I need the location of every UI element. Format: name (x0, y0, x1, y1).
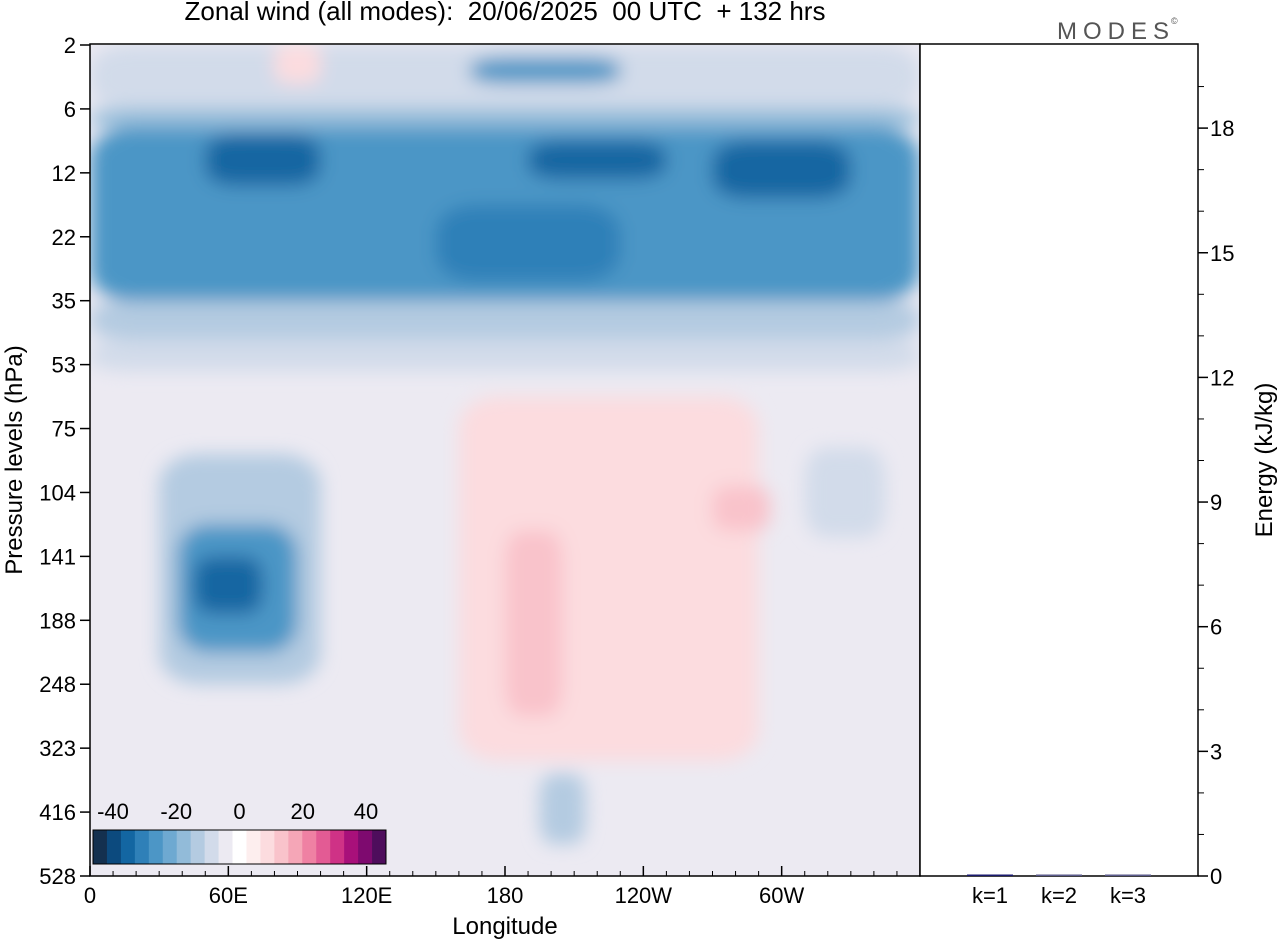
colorbar-swatch (274, 830, 289, 864)
heatmap-region (458, 396, 759, 761)
x-tick-label: 60W (759, 883, 804, 908)
heatmap-region (193, 556, 263, 614)
colorbar-swatch (358, 830, 373, 864)
y-tick-label: 53 (52, 353, 76, 378)
energy-panel (919, 43, 1199, 877)
y-axis: 2 6 12 22 35 53 75 104 141 188 248 323 416 528 Pressur… (1, 33, 90, 889)
energy-axis-label: Energy (kJ/kg) (1251, 383, 1278, 538)
heatmap-region (90, 339, 920, 372)
colorbar-tick-label: 40 (354, 799, 378, 824)
energy-bar (1036, 874, 1082, 876)
colorbar-swatch (176, 830, 192, 864)
y-tick-label: 188 (39, 608, 76, 633)
x-tick-label: 120W (615, 883, 673, 908)
energy-frame (919, 43, 1199, 877)
y-tick-label: 75 (52, 417, 76, 442)
energy-bar (1105, 874, 1151, 876)
colorbar-swatch (218, 830, 233, 864)
colorbar-swatch (106, 830, 122, 864)
energy-tick-label: 15 (1210, 241, 1234, 266)
energy-tick-label: 6 (1210, 615, 1222, 640)
colorbar-frame (92, 829, 387, 865)
y-tick-label: 248 (39, 672, 76, 697)
heatmap-region (712, 140, 851, 199)
y-tick-label: 35 (52, 289, 76, 314)
colorbar-tick-label: 0 (233, 799, 245, 824)
heatmap-region (90, 300, 920, 340)
x-tick-label: 120E (341, 883, 392, 908)
colorbar-swatch (120, 830, 136, 864)
x-axis: 0 60E 120E 180 120W 60W Longitude (84, 866, 898, 940)
colorbar-swatch (302, 830, 317, 864)
energy-y-axis: 0 3 6 9 12 15 18 Energy (kJ/kg) (1198, 86, 1278, 889)
colorbar-swatch (232, 830, 247, 864)
heatmap-region (435, 204, 621, 282)
x-axis-label: Longitude (452, 913, 557, 940)
energy-category-label: k=1 (972, 883, 1008, 908)
y-tick-label: 141 (39, 544, 76, 569)
energy-tick-label: 0 (1210, 864, 1222, 889)
heatmap-region (90, 108, 920, 129)
y-tick-label: 22 (52, 225, 76, 250)
heatmap-region (804, 447, 886, 538)
colorbar-swatch (162, 830, 178, 864)
heatmap-region (712, 486, 771, 531)
energy-bars: k=1 k=2 k=3 (967, 874, 1151, 908)
colorbar-swatch (93, 830, 108, 864)
heatmap-region (205, 134, 321, 186)
y-tick-label: 2 (64, 33, 76, 58)
y-tick-label: 323 (39, 736, 76, 761)
colorbar-swatch (246, 830, 261, 864)
colorbar-swatch (288, 830, 303, 864)
heatmap-region (274, 45, 321, 84)
colorbar: -40 -20 0 20 40 (92, 799, 387, 865)
energy-category-label: k=2 (1041, 883, 1077, 908)
colorbar-swatch (330, 830, 345, 864)
colorbar-swatch (316, 830, 331, 864)
colorbar-swatch (148, 830, 164, 864)
colorbar-swatch (344, 830, 359, 864)
heatmap-region (539, 773, 586, 845)
heatmap-region (470, 57, 621, 84)
modes-logo: MODES© (1057, 16, 1178, 45)
colorbar-swatch (190, 830, 206, 864)
colorbar-swatch (204, 830, 219, 864)
colorbar-swatch (372, 830, 387, 864)
energy-bar (967, 874, 1013, 876)
chart-title: Zonal wind (all modes): 20/06/2025 00 UT… (184, 0, 826, 26)
energy-tick-label: 3 (1210, 739, 1222, 764)
y-tick-label: 12 (52, 161, 76, 186)
y-tick-label: 104 (39, 480, 76, 505)
colorbar-tick-label: 20 (291, 799, 315, 824)
x-tick-label: 180 (487, 883, 524, 908)
heatmap-plot (90, 45, 920, 876)
colorbar-swatch (260, 830, 275, 864)
y-axis-label: Pressure levels (hPa) (1, 345, 28, 574)
x-tick-label: 60E (209, 883, 248, 908)
energy-tick-label: 9 (1210, 490, 1222, 515)
colorbar-tick-label: -40 (97, 799, 129, 824)
colorbar-swatch (134, 830, 150, 864)
energy-tick-label: 12 (1210, 365, 1234, 390)
y-tick-label: 6 (64, 97, 76, 122)
heatmap-region (528, 140, 667, 180)
y-tick-label: 528 (39, 864, 76, 889)
heatmap-region (505, 530, 563, 717)
y-tick-label: 416 (39, 800, 76, 825)
energy-tick-label: 18 (1210, 116, 1234, 141)
colorbar-tick-label: -20 (160, 799, 192, 824)
energy-category-label: k=3 (1110, 883, 1146, 908)
x-tick-label: 0 (84, 883, 96, 908)
